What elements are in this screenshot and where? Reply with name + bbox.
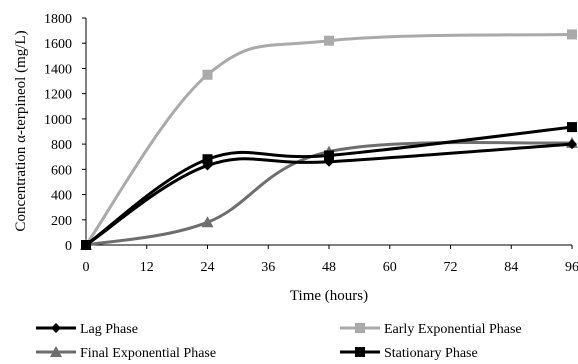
data-point: [567, 29, 577, 40]
series-early-exponential-phase: [81, 29, 577, 250]
y-axis-label: Concentration α-terpineol (mg/L): [13, 30, 29, 231]
y-tick-label: 1400: [44, 62, 72, 77]
legend-label: Stationary Phase: [384, 346, 478, 361]
y-tick-label: 1600: [44, 37, 72, 52]
series-line: [85, 140, 573, 247]
x-tick-label: 84: [504, 260, 518, 275]
legend-item: Final Exponential Phase: [36, 346, 216, 361]
x-axis-label: Time (hours): [290, 288, 368, 304]
series-line: [85, 142, 573, 247]
data-point: [81, 240, 91, 250]
data-point: [202, 69, 213, 80]
legend-item: Lag Phase: [36, 322, 138, 337]
legend-label: Early Exponential Phase: [384, 322, 522, 337]
y-tick-label: 0: [65, 239, 72, 254]
data-point: [324, 150, 334, 161]
x-tick-label: 48: [322, 260, 336, 275]
data-point: [567, 139, 577, 150]
y-tick-label: 1800: [44, 12, 72, 27]
x-tick-label: 12: [140, 260, 154, 275]
y-tick-label: 1000: [44, 113, 72, 128]
y-tick-label: 1200: [44, 88, 72, 103]
x-tick-label: 36: [261, 260, 275, 275]
y-tick-labels: 0 200 400 600 800 1000 1200 1400 1600 1800: [44, 12, 86, 254]
y-tick-label: 200: [51, 214, 72, 229]
y-tick-label: 600: [51, 163, 72, 178]
x-tick-labels: 0 12 24 36 48 60 72 84 96: [83, 245, 578, 275]
series-line: [85, 125, 573, 247]
x-tick-label: 24: [201, 260, 215, 275]
legend-label: Final Exponential Phase: [80, 346, 216, 361]
data-point: [324, 35, 334, 46]
x-tick-label: 60: [383, 260, 397, 275]
data-point: [201, 216, 214, 228]
series-layer: [80, 29, 578, 250]
x-tick-label: 96: [565, 260, 578, 275]
legend-marker: [355, 347, 365, 357]
legend-marker: [50, 346, 62, 357]
y-tick-label: 400: [51, 189, 72, 204]
legend-item: Early Exponential Phase: [340, 322, 522, 337]
legend: Lag Phase Early Exponential Phase Final Ex…: [36, 322, 522, 361]
legend-marker: [355, 323, 365, 333]
data-point: [202, 154, 213, 165]
legend-label: Lag Phase: [80, 322, 138, 337]
series-line: [84, 32, 573, 246]
x-tick-label: 72: [444, 260, 458, 275]
y-tick-label: 800: [51, 138, 72, 153]
legend-item: Stationary Phase: [340, 346, 478, 361]
series-stationary-phase: [81, 122, 577, 250]
data-point: [567, 122, 577, 133]
x-tick-label: 0: [83, 260, 90, 275]
legend-marker: [51, 323, 61, 333]
